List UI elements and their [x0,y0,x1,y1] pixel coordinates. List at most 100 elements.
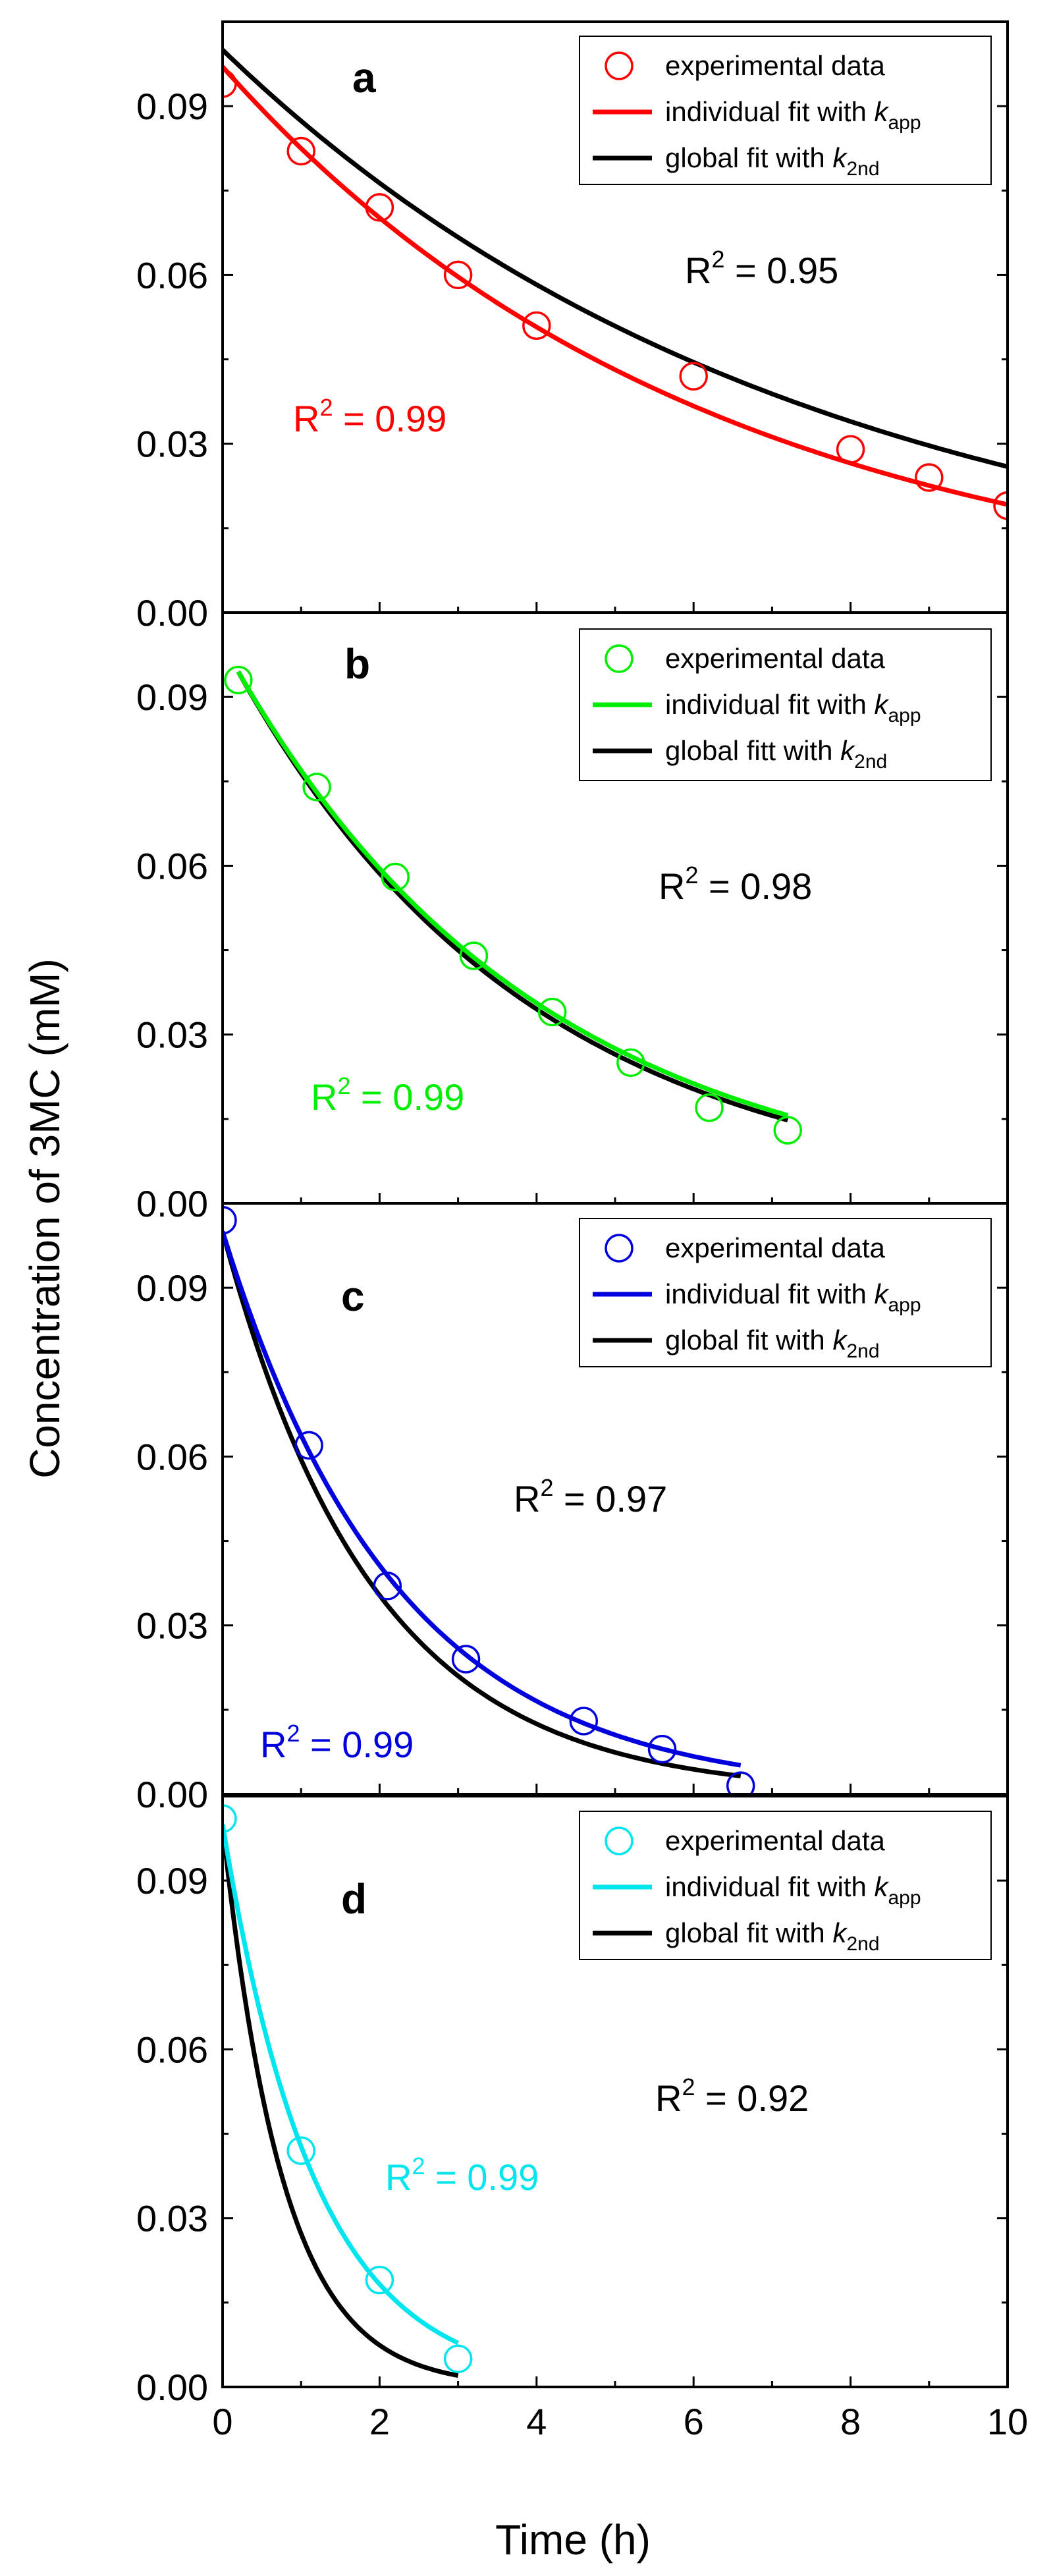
data-point-b [616,1048,645,1078]
x-tick-label: 8 [840,2401,861,2442]
legend-label-individual: individual fit with kapp [665,1871,921,1909]
y-tick-label: 0.06 [136,254,208,296]
data-point-b [224,665,253,695]
data-point-b [537,997,567,1027]
data-point-a [365,193,394,222]
panel-label-c: c [341,1273,365,1320]
panel-b: 0.00 0.03 0.06 0.09 b R2 = 0.98 R2 = 0.99 exper… [136,628,1009,1224]
data-point-b [302,773,331,802]
legend-label-global: global fit with k2nd [665,1917,880,1955]
legend-label-experimental: experimental data [665,50,886,81]
r2-global-b: R2 = 0.98 [659,862,812,907]
y-tick-label: 0.00 [136,2367,208,2408]
legend-label-individual: individual fit with kapp [665,689,921,726]
data-point-b [459,941,489,970]
legend-marker [605,51,634,80]
data-point-c [451,1645,481,1674]
panel-frame-d [221,1795,1009,2388]
legend-label-experimental: experimental data [665,1825,886,1856]
panel-label-d: d [341,1875,367,1923]
individual-fit-line-a [223,65,1008,507]
x-tick-label: 10 [987,2401,1028,2442]
data-point-a [522,311,551,341]
y-tick-label: 0.09 [136,676,208,718]
y-tick-label: 0.03 [136,1605,208,1647]
x-tick-label: 6 [684,2401,704,2442]
panels-group: 0.00 0.03 0.06 0.09 a R2 = 0.95 R2 = 0.99 exper… [136,36,1009,2408]
data-point-d [365,2265,394,2295]
x-tick-label: 2 [369,2401,390,2442]
panel-label-a: a [352,54,376,101]
data-point-a [915,463,944,492]
r2-global-a: R2 = 0.95 [685,246,838,291]
legend-label-individual: individual fit with kapp [665,1278,921,1316]
r2-global-d: R2 = 0.92 [655,2073,809,2119]
data-point-c [223,1205,237,1235]
y-tick-label: 0.00 [136,592,208,634]
global-fit-line-d [223,1824,459,2378]
y-tick-label: 0.03 [136,424,208,465]
y-tick-label: 0.09 [136,1860,208,1902]
individual-fit-line-d [223,1824,460,2345]
x-tick-label: 4 [526,2401,547,2442]
y-tick-label: 0.09 [136,1267,208,1309]
data-point-b [773,1116,802,1145]
y-tick-label: 0.00 [136,1183,208,1224]
data-point-c [294,1431,323,1460]
data-point-c [726,1771,755,1794]
axes-frame [221,20,1009,2388]
legend-c: experimental data individual fit with kap… [579,1218,992,1367]
data-point-a [223,69,237,98]
legend-label-individual: individual fit with kapp [665,96,921,134]
data-point-c [569,1707,599,1736]
r2-individual-a: R2 = 0.99 [293,394,446,439]
data-point-a [679,362,708,391]
panel-c: 0.00 0.03 0.06 0.09 c R2 = 0.97 R2 = 0.99 exper… [136,1205,1009,1815]
y-axis-title: Concentration of 3MC (mM) [21,958,68,1479]
data-point-b [695,1093,724,1122]
legend-b: experimental data individual fit with kap… [579,628,992,781]
legend-label-experimental: experimental data [665,643,886,674]
data-point-c [647,1734,677,1764]
legend-marker [605,1826,634,1855]
x-tick-label: 0 [212,2401,232,2442]
data-point-d [286,2136,315,2165]
y-tick-label: 0.06 [136,2029,208,2070]
y-tick-label: 0.03 [136,2198,208,2239]
y-tick-label: 0.09 [136,86,208,127]
y-tick-label: 0.03 [136,1014,208,1056]
r2-individual-b: R2 = 0.99 [311,1072,464,1118]
legend-a: experimental data individual fit with kap… [579,36,992,185]
legend-label-experimental: experimental data [665,1232,886,1263]
data-point-a [286,136,315,166]
x-axis-title: Time (h) [495,2516,651,2563]
data-point-b [381,862,410,892]
r2-global-c: R2 = 0.97 [514,1474,667,1520]
r2-individual-c: R2 = 0.99 [260,1720,414,1765]
legend-marker [605,1234,634,1263]
data-point-d [443,2344,473,2374]
r2-individual-d: R2 = 0.99 [385,2152,539,2198]
panel-d: 0.00 0.03 0.06 0.09 d R2 = 0.92 R2 = 0.99 exper… [136,1804,1009,2408]
legend-label-global: global fit with k2nd [665,142,880,180]
data-point-d [223,1804,237,1833]
data-point-a [836,435,865,464]
y-tick-label: 0.00 [136,1774,208,1815]
data-point-a [443,260,473,290]
data-point-c [373,1572,402,1601]
legend-label-global: global fitt with k2nd [665,735,887,773]
panel-frame-c [221,1202,1009,1795]
individual-fit-line-b [236,670,789,1118]
global-fit-line-c [223,1230,742,1778]
legend-d: experimental data individual fit with kap… [579,1811,992,1960]
data-point-a [993,491,1008,520]
panel-label-b: b [344,640,370,688]
legend-marker [605,644,634,673]
panel-a: 0.00 0.03 0.06 0.09 a R2 = 0.95 R2 = 0.99 exper… [136,36,1009,634]
individual-fit-line-c [223,1230,742,1768]
x-axis: 0 2 4 6 8 10 [212,2401,1028,2442]
legend-label-global: global fit with k2nd [665,1325,880,1362]
global-fit-line-a [223,48,1008,469]
y-tick-label: 0.06 [136,1436,208,1477]
